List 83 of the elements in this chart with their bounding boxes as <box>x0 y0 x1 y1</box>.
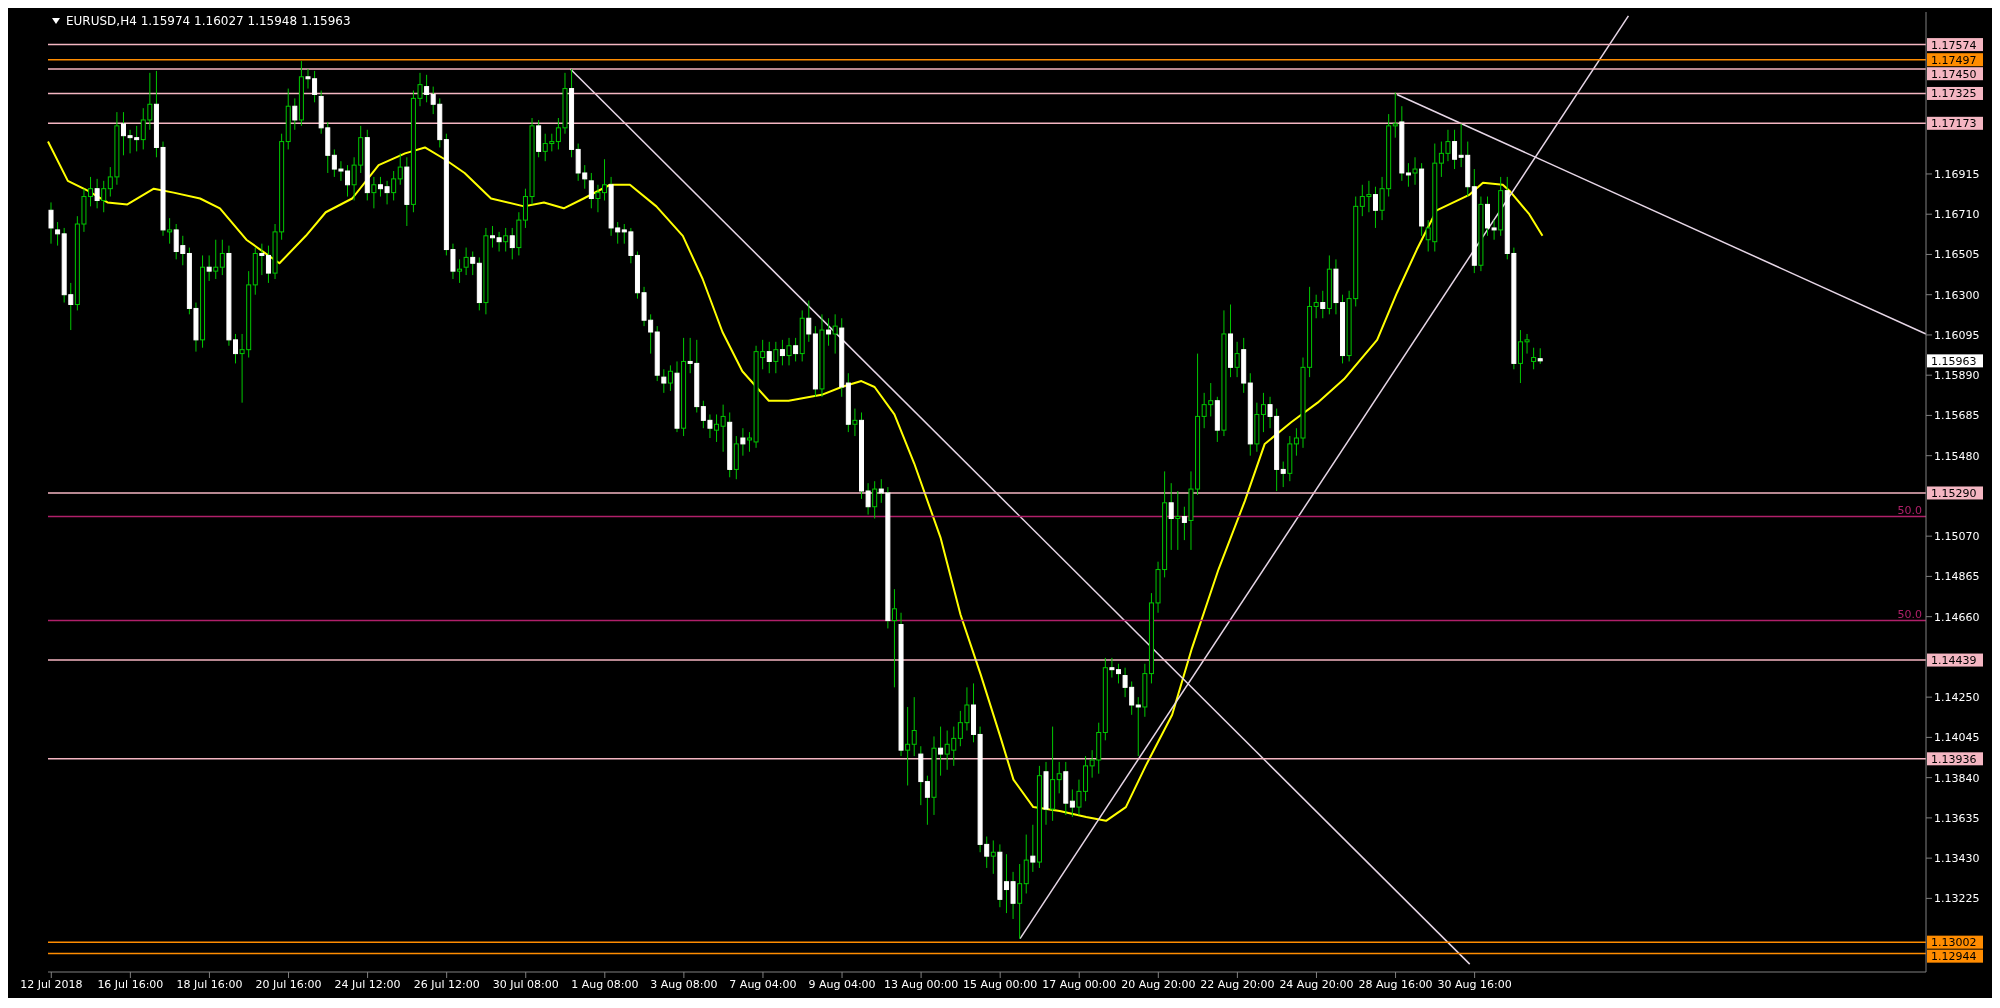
x-tick-label: 20 Jul 16:00 <box>255 977 322 991</box>
chart-title: EURUSD,H4 1.15974 1.16027 1.15948 1.15963 <box>66 14 351 28</box>
candlestick <box>1056 761 1062 794</box>
candlestick <box>1313 294 1319 319</box>
y-tick-label: 1.14045 <box>1934 731 1980 745</box>
annotation: 50.0 <box>1897 503 1922 517</box>
x-tick-label: 20 Aug 20:00 <box>1121 977 1196 991</box>
candlestick <box>872 480 878 519</box>
candlestick <box>457 258 463 284</box>
annotation: 50.0 <box>1897 607 1922 621</box>
y-tick-label: 1.15685 <box>1934 409 1980 423</box>
x-tick-label: 12 Jul 2018 <box>20 977 83 991</box>
candlestick <box>167 217 173 245</box>
ref-line-label: 1.17325 <box>1931 87 1977 101</box>
candlestick <box>852 408 858 437</box>
ref-line-label: 1.17450 <box>1931 67 1977 81</box>
ref-line-label: 1.17173 <box>1931 117 1977 131</box>
x-tick-label: 16 Jul 16:00 <box>97 977 164 991</box>
candlestick <box>101 180 107 213</box>
x-tick-label: 18 Jul 16:00 <box>176 977 243 991</box>
candlestick <box>905 706 911 786</box>
y-tick-label: 1.14865 <box>1934 570 1980 584</box>
candlestick <box>667 364 673 392</box>
candlestick <box>1392 91 1398 139</box>
x-tick-label: 28 Aug 16:00 <box>1358 977 1433 991</box>
candlestick <box>55 221 61 247</box>
y-tick-label: 1.15480 <box>1934 449 1980 463</box>
candlestick <box>1175 490 1181 551</box>
y-tick-label: 1.15070 <box>1934 530 1980 544</box>
candlestick <box>503 227 509 253</box>
line-series <box>47 140 1544 822</box>
x-tick-label: 9 Aug 04:00 <box>808 977 876 991</box>
x-tick-label: 24 Jul 12:00 <box>334 977 401 991</box>
text: 1.15963 <box>1931 354 1977 368</box>
x-tick-label: 30 Jul 08:00 <box>492 977 559 991</box>
candlestick <box>911 696 917 757</box>
x-tick-label: 30 Aug 16:00 <box>1437 977 1512 991</box>
candlestick <box>463 247 469 276</box>
x-tick-label: 1 Aug 08:00 <box>571 977 639 991</box>
y-tick-label: 1.16915 <box>1934 167 1980 181</box>
y-tick-label: 1.14250 <box>1934 691 1980 705</box>
x-tick-label: 15 Aug 00:00 <box>963 977 1038 991</box>
x-tick-label: 17 Aug 00:00 <box>1042 977 1117 991</box>
x-tick-label: 24 Aug 20:00 <box>1279 977 1354 991</box>
x-tick-label: 3 Aug 08:00 <box>650 977 718 991</box>
y-tick-label: 1.13430 <box>1934 852 1980 866</box>
candlestick <box>1017 863 1023 940</box>
ref-line-label: 1.14439 <box>1931 654 1977 668</box>
candlestick <box>48 201 54 245</box>
x-tick-label: 13 Aug 00:00 <box>884 977 959 991</box>
candlestick <box>786 337 792 366</box>
y-tick-label: 1.14660 <box>1934 610 1980 624</box>
candlestick <box>213 239 219 280</box>
candlestick <box>391 170 397 201</box>
candlestick <box>990 839 996 875</box>
candlestick <box>1412 156 1418 186</box>
ref-line-label: 1.13002 <box>1931 936 1977 950</box>
ref-line-label: 1.17574 <box>1931 38 1977 52</box>
candlestick <box>1023 834 1029 894</box>
candlestick <box>219 239 225 276</box>
y-tick-label: 1.16300 <box>1934 288 1980 302</box>
x-tick-label: 7 Aug 04:00 <box>729 977 797 991</box>
ref-line-label: 1.17497 <box>1931 53 1977 67</box>
y-tick-label: 1.13635 <box>1934 811 1980 825</box>
y-tick-label: 1.13225 <box>1934 892 1980 906</box>
y-tick-label: 1.15890 <box>1934 369 1980 383</box>
y-tick-label: 1.16505 <box>1934 248 1980 262</box>
candlestick <box>397 152 403 186</box>
candlestick <box>773 341 779 374</box>
candlestick <box>891 588 897 688</box>
x-tick-label: 26 Jul 12:00 <box>413 977 480 991</box>
y-tick-label: 1.16095 <box>1934 328 1980 342</box>
x-tick-label: 22 Aug 20:00 <box>1200 977 1275 991</box>
y-tick-label: 1.16710 <box>1934 208 1980 222</box>
ref-line-label: 1.15290 <box>1931 486 1977 500</box>
ref-line-label: 1.12944 <box>1931 950 1977 964</box>
candlestick <box>1234 341 1240 378</box>
ref-line-label: 1.13936 <box>1931 752 1977 766</box>
y-tick-label: 1.13840 <box>1934 771 1980 785</box>
candlestick <box>371 176 377 209</box>
candlestick <box>1531 347 1537 370</box>
candlestick <box>832 313 838 355</box>
candlestick <box>661 368 667 394</box>
